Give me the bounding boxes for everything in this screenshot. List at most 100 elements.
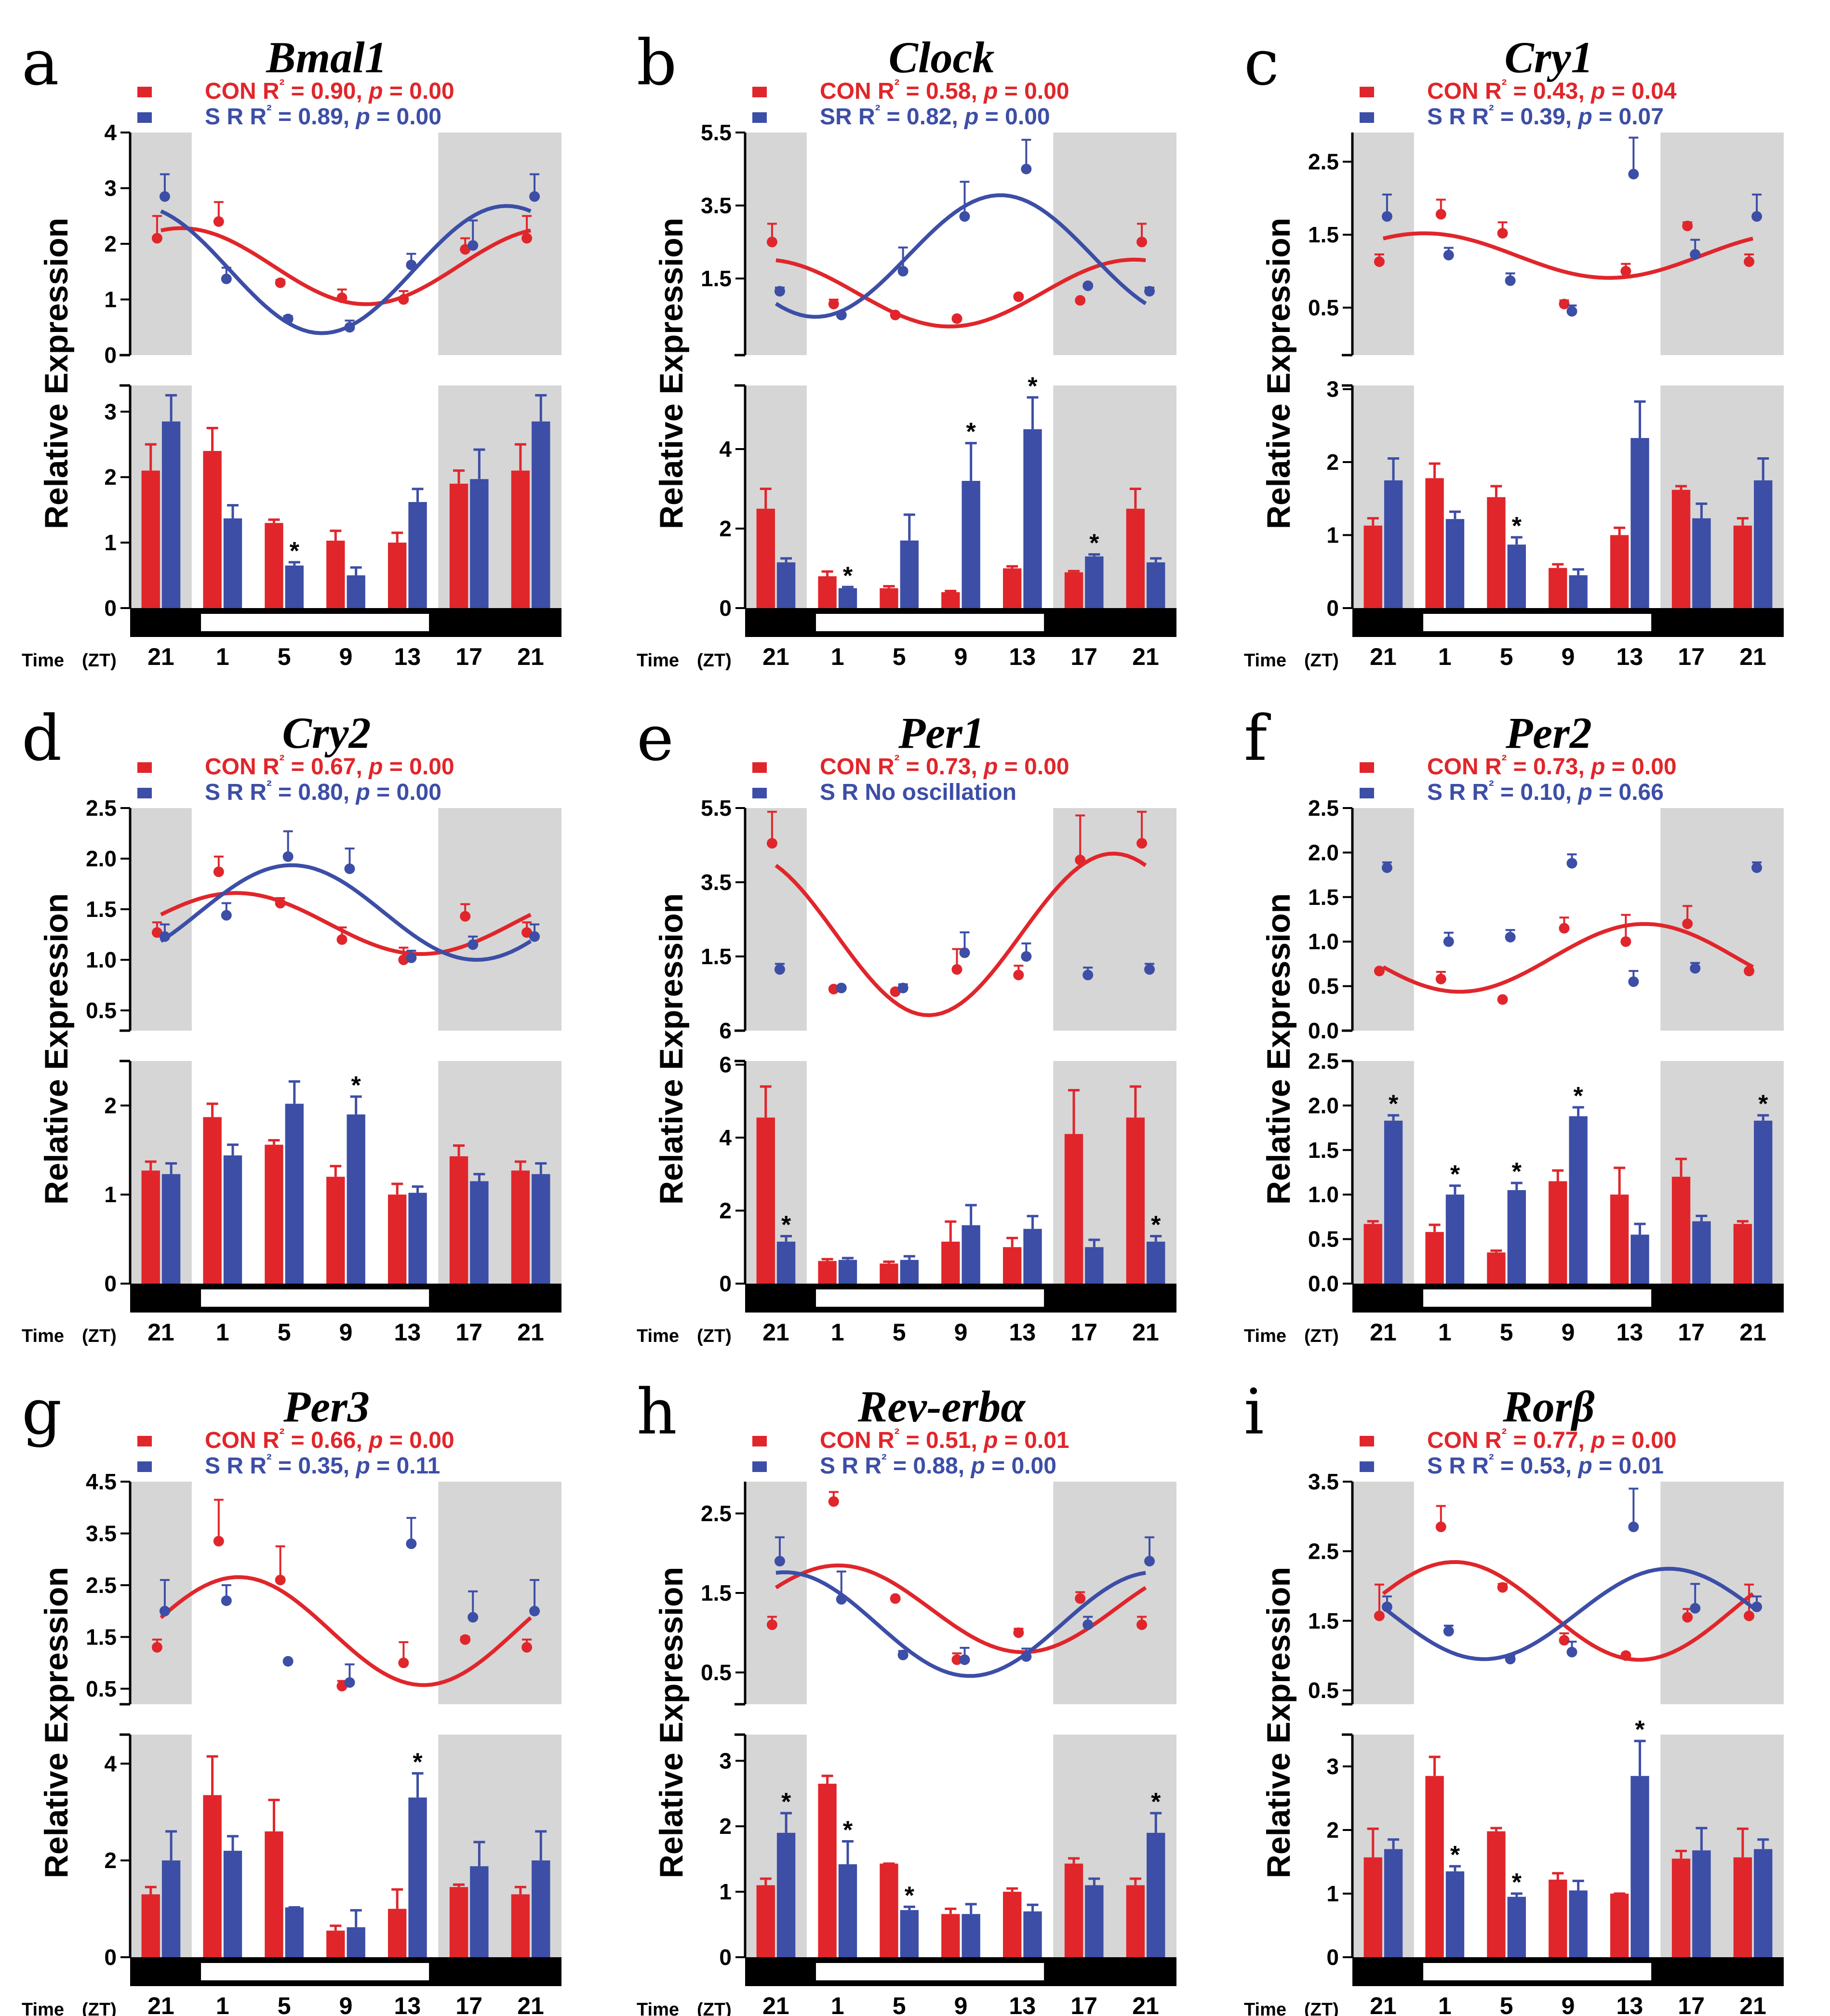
fit-curve-con: [160, 226, 532, 306]
x-tick-label: 21: [1132, 1992, 1159, 2016]
bar-con: [818, 1261, 837, 1284]
point-con: [766, 237, 777, 248]
significance-star: *: [905, 1882, 915, 1910]
legend-label-con: CON R² = 0.67, p = 0.00: [205, 752, 454, 780]
light-phase-bar: [816, 614, 1044, 631]
dark-phase-shade: [745, 1482, 807, 1704]
bar-con: [388, 543, 407, 608]
bar-con: [326, 1177, 345, 1284]
x-tick-label: 5: [893, 1319, 906, 1346]
x-tick-label: 17: [455, 1319, 482, 1346]
bar-sr: [1507, 1897, 1526, 1957]
bar-con: [941, 1241, 960, 1284]
time-axis-label: Time: [22, 2000, 64, 2016]
legend-swatch-con: [137, 87, 152, 97]
y-tick-label: 0: [1326, 1945, 1339, 1970]
bar-con: [265, 523, 283, 608]
bar-sr: [838, 588, 857, 608]
y-tick-label: 2: [104, 1848, 117, 1873]
gene-title: Cry1: [1505, 33, 1593, 82]
bar-con: [880, 1863, 898, 1957]
bar-con: [1610, 1894, 1629, 1957]
y-axis-label: Relative Expression: [653, 893, 690, 1205]
y-tick-label: 0: [1326, 596, 1339, 621]
x-tick-label: 5: [278, 1319, 291, 1346]
y-tick-label: 0: [104, 343, 117, 368]
panel-letter: b: [637, 26, 677, 99]
legend-label-con: CON R² = 0.58, p = 0.00: [820, 76, 1069, 104]
x-tick-label: 17: [1678, 643, 1705, 670]
bar-con: [449, 1887, 468, 1957]
y-tick-label: 5.5: [701, 796, 732, 821]
panel-letter: h: [637, 1375, 677, 1448]
y-tick-label: 2.5: [1308, 149, 1339, 174]
y-tick-label: 2.5: [701, 1501, 732, 1526]
bar-con: [388, 1909, 407, 1957]
y-axis-label: Relative Expression: [653, 1567, 690, 1878]
bar-con: [1733, 1224, 1752, 1284]
bar-sr: [408, 1797, 427, 1957]
bar-sr: [408, 1193, 427, 1284]
time-axis-label: Time: [1244, 2000, 1286, 2016]
time-axis-unit: (ZT): [82, 2000, 117, 2016]
time-axis-label: Time: [637, 2000, 679, 2016]
significance-star: *: [1512, 1158, 1522, 1186]
bar-con: [449, 1156, 468, 1284]
x-tick-label: 9: [1562, 643, 1575, 670]
bar-con: [1003, 1247, 1022, 1284]
y-tick-label: 0.5: [86, 998, 117, 1023]
bar-sr: [1630, 438, 1649, 608]
bar-sr: [470, 1866, 489, 1957]
y-tick-label: 0.5: [1308, 295, 1339, 320]
bar-sr: [1445, 519, 1465, 608]
legend-label-sr: S R R² = 0.88, p = 0.00: [820, 1451, 1056, 1479]
bar-con: [203, 1795, 222, 1957]
panel-letter: e: [637, 702, 674, 775]
y-tick-label: 0: [719, 1945, 732, 1970]
x-tick-label: 13: [1009, 1992, 1036, 2016]
bar-con: [1733, 1857, 1752, 1957]
x-tick-label: 21: [1132, 1319, 1159, 1346]
dark-phase-shade: [1352, 808, 1414, 1031]
fit-curve-con: [1383, 231, 1754, 280]
bar-con: [941, 592, 960, 608]
y-tick-label: 1.5: [701, 944, 732, 969]
bar-sr: [1023, 429, 1042, 608]
x-tick-label: 1: [831, 1319, 844, 1346]
significance-star: *: [843, 1816, 853, 1844]
bar-sr: [223, 1155, 242, 1284]
y-tick-label: 0.5: [1308, 1678, 1339, 1703]
bar-sr: [223, 518, 242, 608]
bar-sr: [776, 1832, 796, 1957]
light-phase-bar: [816, 1963, 1044, 1980]
x-tick-label: 1: [216, 1992, 229, 2016]
y-tick-label: 0: [719, 596, 732, 621]
x-tick-label: 1: [1438, 1319, 1452, 1346]
y-tick-label: 0.5: [86, 1676, 117, 1701]
bar-con: [1549, 1879, 1567, 1957]
panel-letter: a: [22, 26, 59, 99]
x-tick-label: 1: [216, 1319, 229, 1346]
y-axis-label: Relative Expression: [653, 218, 690, 529]
x-tick-label: 21: [1739, 643, 1766, 670]
y-tick-label: 2: [104, 1093, 117, 1118]
bar-con: [1363, 525, 1382, 608]
bar-sr: [285, 565, 304, 608]
bar-con: [1003, 1892, 1022, 1957]
y-tick-label: 2.0: [86, 846, 117, 871]
dark-phase-shade: [1053, 1482, 1176, 1704]
x-tick-label: 1: [831, 1992, 844, 2016]
significance-star: *: [1151, 1788, 1161, 1816]
bar-con: [265, 1144, 283, 1284]
x-tick-label: 1: [831, 643, 844, 670]
bar-sr: [1754, 480, 1773, 608]
bar-sr: [776, 1241, 796, 1284]
bar-con: [326, 541, 345, 608]
significance-star: *: [413, 1748, 423, 1776]
x-tick-label: 5: [1500, 1992, 1513, 2016]
y-tick-label: 4: [104, 120, 117, 145]
